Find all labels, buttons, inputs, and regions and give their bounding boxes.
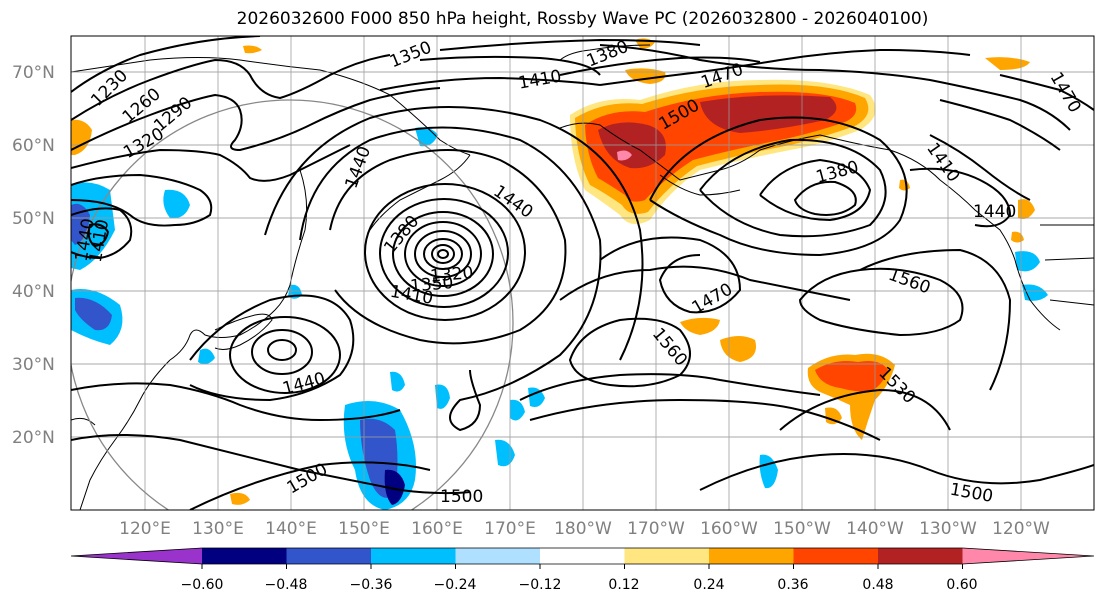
height-contours	[71, 36, 1094, 510]
colorbar-tick-label: −0.12	[519, 577, 562, 593]
lat-label: 30°N	[12, 355, 55, 375]
colorbar-segment	[878, 548, 963, 564]
colorbar-tick-label: 0.36	[777, 577, 808, 593]
lon-label: 170°W	[627, 519, 685, 539]
colorbar-tick-label: 0.12	[608, 577, 639, 593]
lon-label: 140°E	[265, 519, 317, 539]
lon-label: 120°W	[992, 519, 1050, 539]
lat-label: 20°N	[12, 428, 55, 448]
map-frame	[70, 35, 1095, 511]
lon-label: 130°W	[919, 519, 977, 539]
lon-label: 120°E	[119, 519, 171, 539]
colorbar-tick-label: −0.60	[181, 577, 224, 593]
colorbar	[70, 547, 1095, 569]
colorbar-segment	[71, 548, 202, 564]
colorbar-segment	[624, 548, 709, 564]
longitude-labels: 120°E 130°E 140°E 150°E 160°E 170°E 180°…	[119, 519, 1050, 539]
lat-label: 70°N	[12, 63, 55, 83]
colorbar-segment	[286, 548, 371, 564]
colorbar-tick-label: −0.24	[434, 577, 477, 593]
contour-label: 1500	[440, 487, 483, 507]
lon-label: 160°W	[700, 519, 758, 539]
lat-label: 60°N	[12, 136, 55, 156]
colorbar-segment	[455, 548, 540, 564]
contour-label: 1320	[429, 263, 474, 287]
lon-label: 130°E	[192, 519, 244, 539]
lon-label: 180°W	[554, 519, 612, 539]
colorbar-segment	[962, 548, 1094, 564]
map-area	[71, 36, 1094, 510]
colorbar-segment	[709, 548, 794, 564]
colorbar-tick-label: −0.36	[350, 577, 393, 593]
reference-circle	[71, 99, 514, 510]
lon-label: 150°E	[338, 519, 390, 539]
colorbar-tick-label: 0.48	[862, 577, 893, 593]
contour-label: 1440	[973, 202, 1016, 222]
lon-label: 150°W	[773, 519, 831, 539]
colorbar-tick-label: 0.60	[946, 577, 977, 593]
colorbar-segment	[793, 548, 878, 564]
map-title: 2026032600 F000 850 hPa height, Rossby W…	[236, 9, 929, 29]
lat-label: 40°N	[12, 282, 55, 302]
colorbar-segment	[540, 548, 625, 564]
colorbar-segment	[202, 548, 287, 564]
colorbar-tick-label: 0.24	[693, 577, 724, 593]
lon-label: 170°E	[484, 519, 536, 539]
colorbar-tick-label: −0.48	[265, 577, 308, 593]
colorbar-tick-labels: −0.60 −0.48 −0.36 −0.24 −0.12 0.12 0.24 …	[181, 577, 978, 593]
colorbar-segment	[371, 548, 456, 564]
contour-label: 1350	[409, 273, 454, 297]
lat-label: 50°N	[12, 209, 55, 229]
lon-label: 160°E	[411, 519, 463, 539]
coastlines	[71, 44, 1094, 510]
lon-label: 140°W	[846, 519, 904, 539]
latitude-labels: 70°N 60°N 50°N 40°N 30°N 20°N	[12, 63, 55, 448]
